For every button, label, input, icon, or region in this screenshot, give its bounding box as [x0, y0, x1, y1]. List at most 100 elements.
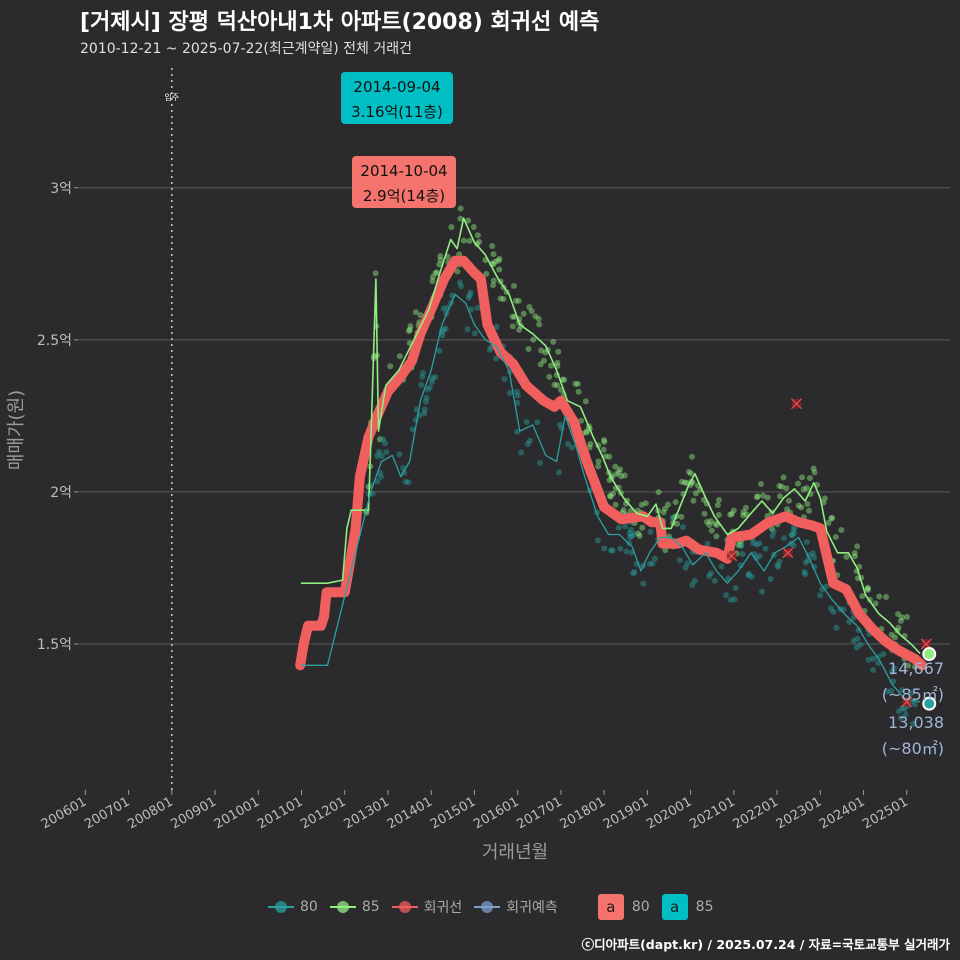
transaction-point	[440, 326, 447, 333]
transaction-point	[687, 470, 694, 477]
transaction-point	[899, 687, 906, 694]
transaction-point	[439, 332, 446, 339]
x-tick-label: 202301	[774, 794, 824, 832]
transaction-point	[647, 528, 654, 535]
transaction-point	[679, 524, 686, 531]
forecast-point	[922, 647, 937, 662]
transaction-point	[682, 564, 689, 571]
transaction-point	[640, 580, 647, 587]
transaction-point	[606, 492, 613, 499]
transaction-point	[595, 458, 602, 465]
end-label-value: 13,038	[888, 713, 944, 732]
transaction-point	[460, 237, 467, 244]
transaction-point	[795, 480, 802, 487]
transaction-point	[474, 232, 481, 239]
end-label-area: (~80㎡)	[882, 739, 944, 758]
transaction-point	[662, 547, 669, 554]
transaction-point	[382, 440, 389, 447]
annotation-price: 3.16억(11층)	[351, 103, 443, 121]
transaction-point	[418, 381, 425, 388]
transaction-point	[870, 655, 877, 662]
transaction-point	[594, 537, 601, 544]
transaction-point	[468, 306, 475, 313]
x-tick-label: 200701	[82, 794, 132, 832]
transaction-point	[456, 279, 463, 286]
transaction-point	[810, 465, 817, 472]
transaction-point	[429, 273, 436, 280]
transaction-point	[908, 689, 915, 696]
transaction-point	[864, 586, 871, 593]
transaction-point	[474, 304, 481, 311]
transaction-point	[526, 304, 533, 311]
transaction-point	[728, 511, 735, 518]
legend-label: 회귀예측	[506, 900, 558, 916]
transaction-point	[664, 501, 671, 508]
y-tick-label: 1.5억	[37, 637, 72, 653]
transaction-point	[387, 363, 394, 370]
transaction-point	[583, 429, 590, 436]
chart-subtitle: 2010-12-21 ~ 2025-07-22(최근계약일) 전체 거래건	[80, 41, 412, 57]
transaction-point	[735, 542, 742, 549]
transaction-point	[742, 504, 749, 511]
transaction-point	[492, 258, 499, 265]
transaction-point	[432, 270, 439, 277]
transaction-point	[850, 637, 857, 644]
transaction-point	[707, 518, 714, 525]
annotation-box	[341, 72, 453, 124]
transaction-point	[739, 551, 746, 558]
transaction-point	[676, 557, 683, 564]
x-tick-label: 202401	[817, 794, 867, 832]
legend: 80 85 회귀선 회귀예측 a 80 a 85	[268, 894, 725, 920]
transaction-point	[457, 283, 464, 290]
transaction-point	[423, 394, 430, 401]
legend-label-box: a	[661, 894, 688, 920]
transaction-point	[624, 497, 631, 504]
transaction-point	[651, 555, 658, 562]
legend-label: 회귀선	[423, 900, 463, 916]
transaction-point	[542, 349, 549, 356]
transaction-point	[902, 711, 909, 718]
transaction-point	[621, 472, 628, 479]
transaction-point	[803, 539, 810, 546]
transaction-point	[776, 482, 783, 489]
transaction-point	[740, 512, 747, 519]
transaction-point	[437, 253, 444, 260]
transaction-point	[436, 261, 443, 268]
transaction-point	[409, 426, 416, 433]
transaction-point	[490, 282, 497, 289]
transaction-point	[407, 323, 414, 330]
transaction-point	[795, 502, 802, 509]
transaction-point	[875, 653, 882, 660]
transaction-point	[530, 336, 537, 343]
transaction-point	[756, 540, 763, 547]
transaction-point	[790, 526, 797, 533]
transaction-point	[706, 521, 713, 528]
transaction-point	[500, 295, 507, 302]
transaction-point	[662, 505, 669, 512]
transaction-point	[703, 518, 710, 525]
transaction-point	[828, 605, 835, 612]
transaction-point	[802, 559, 809, 566]
transaction-point	[377, 473, 384, 480]
transaction-point	[369, 490, 376, 497]
transaction-point	[595, 463, 602, 470]
transaction-point	[811, 469, 818, 476]
transaction-point	[514, 392, 521, 399]
transaction-point	[857, 641, 864, 648]
transaction-point	[642, 500, 649, 507]
transaction-point	[899, 705, 906, 712]
end-label-value: 14,667	[888, 659, 944, 678]
transaction-point	[572, 380, 579, 387]
transaction-point	[638, 501, 645, 508]
transaction-point	[672, 499, 679, 506]
transaction-point	[608, 547, 615, 554]
source-credit: ⓒ디아파트(dapt.kr) / 2025.07.24 / 자료=국토교통부 실…	[581, 937, 950, 952]
forecast-marks	[726, 398, 937, 711]
y-axis: 1.5억 2억 2.5억 3억	[37, 181, 78, 653]
transaction-point	[421, 410, 428, 417]
transaction-point	[897, 715, 904, 722]
transaction-point	[718, 563, 725, 570]
transaction-point	[817, 592, 824, 599]
transaction-point	[762, 545, 769, 552]
outlier-cross	[901, 696, 913, 708]
